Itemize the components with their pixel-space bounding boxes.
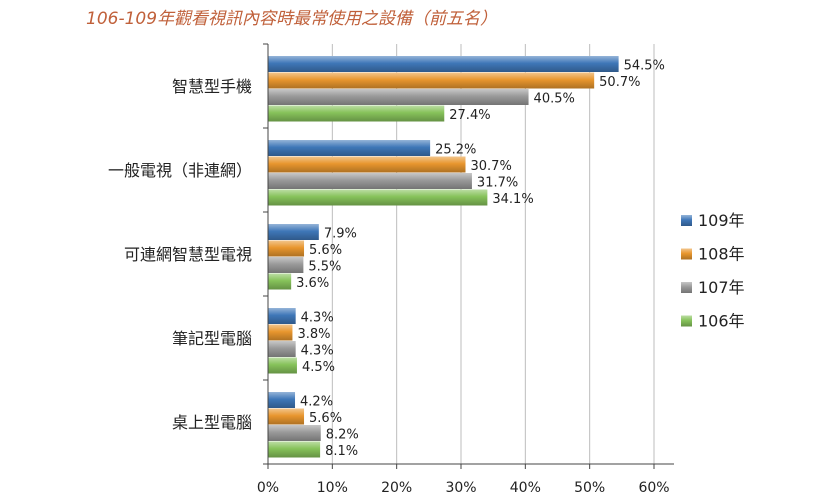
data-label: 50.7% — [599, 75, 640, 90]
data-label: 25.2% — [435, 143, 476, 158]
x-tick-label: 50% — [574, 480, 605, 496]
legend-swatch — [681, 315, 692, 327]
bar — [268, 189, 488, 206]
x-tick-label: 40% — [510, 480, 541, 496]
category-label: 智慧型手機 — [172, 77, 252, 96]
legend: 109年 108年 107年 106年 — [681, 211, 745, 331]
data-label: 5.5% — [308, 260, 341, 275]
bar — [268, 173, 472, 189]
data-label: 54.5% — [624, 59, 665, 74]
bar — [268, 357, 297, 374]
x-tick-label: 20% — [381, 480, 412, 496]
bar — [268, 441, 321, 458]
x-tick-label: 10% — [317, 480, 348, 496]
data-label: 40.5% — [534, 92, 575, 107]
bar — [268, 140, 431, 156]
category-label: 一般電視（非連網） — [108, 161, 252, 180]
data-label: 4.3% — [301, 311, 334, 326]
data-label: 5.6% — [309, 411, 342, 426]
bar — [268, 72, 595, 89]
bar — [268, 105, 445, 122]
legend-label: 106年 — [698, 312, 745, 331]
data-label: 3.6% — [296, 276, 329, 291]
bar — [268, 273, 292, 290]
legend-swatch — [681, 215, 692, 226]
data-label: 31.7% — [477, 176, 518, 191]
data-label: 7.9% — [324, 227, 357, 242]
bar — [268, 224, 319, 240]
data-label: 4.3% — [301, 344, 334, 359]
legend-label: 107年 — [698, 278, 745, 297]
data-label: 27.4% — [449, 108, 490, 123]
bar — [268, 308, 296, 324]
data-label: 4.5% — [302, 360, 335, 375]
x-tick-label: 0% — [257, 480, 279, 496]
gridlines — [331, 44, 655, 464]
bar — [268, 156, 466, 173]
bar — [268, 240, 305, 257]
legend-label: 109年 — [698, 211, 745, 230]
data-label: 4.2% — [300, 395, 333, 410]
data-label: 34.1% — [492, 192, 533, 207]
bar — [268, 56, 619, 72]
bars — [268, 56, 619, 458]
legend-label: 108年 — [698, 245, 745, 264]
data-label: 30.7% — [471, 159, 512, 174]
legend-swatch — [681, 248, 692, 260]
category-label: 筆記型電腦 — [172, 329, 252, 348]
bar — [268, 425, 321, 441]
category-label: 可連網智慧型電視 — [124, 245, 252, 264]
x-tick-label: 60% — [638, 480, 669, 496]
data-label: 8.2% — [326, 428, 359, 443]
category-label: 桌上型電腦 — [172, 413, 252, 432]
bar — [268, 392, 296, 408]
data-label: 3.8% — [297, 327, 330, 342]
axes — [263, 43, 674, 469]
labels: 0% 10% 20% 30% 40% 50% 60% 智慧型手機 54.5%50.7% 40.5%… — [108, 59, 670, 497]
chart-title: 106-109年觀看視訊內容時最常使用之設備（前五名） — [86, 9, 498, 29]
data-label: 5.6% — [309, 243, 342, 258]
bar — [268, 257, 304, 273]
x-tick-label: 30% — [445, 480, 476, 496]
bar — [268, 89, 529, 105]
bar — [268, 408, 305, 425]
data-label: 8.1% — [325, 444, 358, 459]
bar — [268, 324, 293, 341]
bar — [268, 341, 296, 357]
legend-swatch — [681, 282, 692, 293]
